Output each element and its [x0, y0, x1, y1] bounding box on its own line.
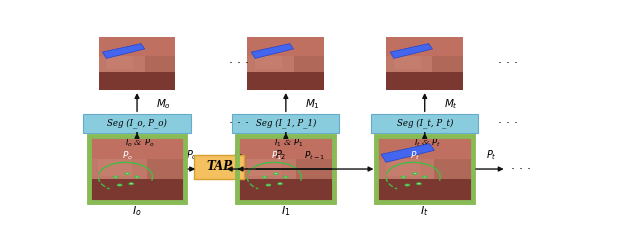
- Circle shape: [278, 183, 282, 185]
- Bar: [394, 56, 421, 69]
- Text: Seg (I_o, P_o): Seg (I_o, P_o): [107, 119, 167, 128]
- FancyBboxPatch shape: [83, 114, 191, 134]
- Circle shape: [405, 184, 410, 186]
- Bar: [89, 179, 186, 202]
- Text: · · ·: · · ·: [228, 117, 249, 130]
- Text: $M_o$: $M_o$: [156, 98, 172, 111]
- Bar: [99, 37, 175, 90]
- Bar: [376, 136, 473, 159]
- Text: · · ·: · · ·: [497, 57, 518, 70]
- Text: $M_1$: $M_1$: [305, 98, 320, 111]
- Bar: [387, 72, 463, 90]
- Circle shape: [135, 176, 140, 178]
- Circle shape: [422, 176, 427, 178]
- Circle shape: [262, 176, 267, 178]
- Bar: [386, 159, 420, 176]
- Text: $I_1$: $I_1$: [281, 204, 291, 218]
- Text: $P_{t-1}$: $P_{t-1}$: [305, 149, 326, 162]
- Bar: [376, 179, 473, 202]
- Bar: [99, 159, 132, 176]
- Bar: [387, 56, 433, 72]
- Circle shape: [401, 176, 406, 178]
- Text: $I_o$: $I_o$: [132, 204, 142, 218]
- FancyBboxPatch shape: [371, 114, 478, 134]
- Text: $I_1$ & $P_1$: $I_1$ & $P_1$: [274, 137, 303, 149]
- Bar: [99, 37, 175, 56]
- Bar: [237, 159, 296, 179]
- Bar: [237, 179, 334, 202]
- Text: $P_1$: $P_1$: [233, 148, 244, 162]
- Polygon shape: [390, 44, 433, 58]
- Bar: [387, 37, 463, 90]
- Bar: [376, 159, 435, 179]
- Bar: [247, 159, 281, 176]
- Text: $P_o$: $P_o$: [186, 148, 198, 162]
- Text: · · ·: · · ·: [228, 57, 249, 70]
- Bar: [248, 56, 294, 72]
- Polygon shape: [381, 144, 435, 162]
- FancyBboxPatch shape: [232, 114, 339, 134]
- Bar: [237, 136, 334, 159]
- Bar: [89, 159, 147, 179]
- Text: $P_t$: $P_t$: [486, 148, 497, 162]
- Circle shape: [413, 173, 417, 174]
- Circle shape: [125, 173, 129, 174]
- Text: $P_1$: $P_1$: [271, 149, 282, 162]
- Polygon shape: [102, 44, 145, 58]
- Text: $I_t$ & $P_t$: $I_t$ & $P_t$: [413, 137, 441, 149]
- FancyBboxPatch shape: [194, 154, 244, 179]
- Circle shape: [266, 184, 271, 186]
- Bar: [89, 136, 186, 202]
- Text: · · ·: · · ·: [228, 162, 249, 175]
- Text: $P_2$: $P_2$: [275, 148, 286, 162]
- Polygon shape: [252, 44, 294, 58]
- Bar: [248, 37, 324, 90]
- Bar: [99, 56, 145, 72]
- Text: TAP: TAP: [206, 160, 232, 173]
- Text: $M_t$: $M_t$: [444, 98, 458, 111]
- Bar: [237, 136, 334, 202]
- Bar: [255, 56, 282, 69]
- Text: · · ·: · · ·: [511, 162, 531, 175]
- Text: $P_o$: $P_o$: [122, 149, 133, 162]
- Circle shape: [284, 176, 288, 178]
- Text: · · ·: · · ·: [497, 117, 518, 130]
- Circle shape: [417, 183, 421, 185]
- Text: Seg (I_t, P_t): Seg (I_t, P_t): [397, 119, 453, 128]
- Bar: [248, 37, 324, 56]
- Circle shape: [113, 176, 118, 178]
- Text: $I_t$: $I_t$: [420, 204, 429, 218]
- Text: Seg (I_1, P_1): Seg (I_1, P_1): [255, 119, 316, 128]
- Bar: [387, 37, 463, 56]
- Bar: [89, 136, 186, 159]
- Text: $P_t$: $P_t$: [410, 149, 420, 162]
- Bar: [376, 136, 473, 202]
- Circle shape: [117, 184, 122, 186]
- Text: $I_o$ & $P_o$: $I_o$ & $P_o$: [125, 137, 154, 149]
- Bar: [106, 56, 133, 69]
- Bar: [248, 72, 324, 90]
- Circle shape: [129, 183, 134, 185]
- Circle shape: [274, 173, 278, 174]
- Bar: [99, 72, 175, 90]
